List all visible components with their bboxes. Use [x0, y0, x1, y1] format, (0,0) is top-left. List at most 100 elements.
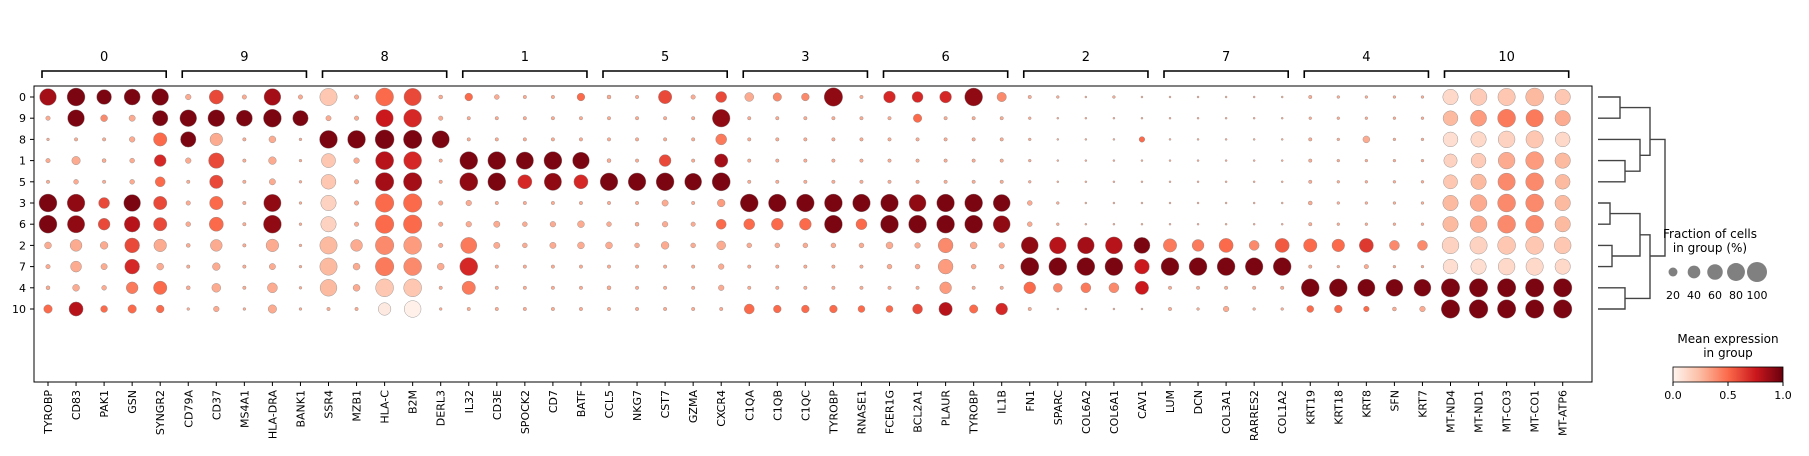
dot-mark — [1498, 152, 1516, 170]
dot-mark — [1497, 215, 1516, 234]
dot-mark — [1163, 238, 1177, 253]
dot-mark — [1336, 137, 1340, 142]
dot-mark — [1252, 285, 1257, 290]
dot-mark — [44, 241, 52, 250]
dot-mark — [375, 214, 395, 234]
dot-mark — [747, 158, 752, 163]
dot-mark — [267, 304, 277, 314]
gene-label: COL3A1 — [1220, 390, 1233, 434]
dot-mark — [1469, 278, 1488, 298]
dot-mark — [46, 179, 50, 184]
dot-mark — [939, 90, 952, 104]
gene-label: TYROBP — [968, 390, 981, 435]
dot-mark — [1470, 173, 1487, 190]
dot-mark — [718, 263, 725, 270]
gene-label: LUM — [1164, 390, 1177, 413]
dot-mark — [824, 215, 843, 234]
dot-mark — [522, 285, 527, 290]
dot-mark — [1056, 180, 1060, 184]
gene-group-bracket — [321, 70, 448, 78]
dot-mark — [915, 158, 920, 163]
dot-mark — [772, 92, 782, 102]
dot-mark — [914, 242, 921, 249]
dot-mark — [269, 178, 276, 186]
gene-label: COL6A1 — [1108, 390, 1121, 434]
dot-mark — [96, 89, 112, 105]
dot-mark — [859, 179, 864, 184]
gene-label: MT-ND1 — [1473, 390, 1486, 433]
dot-mark — [880, 193, 899, 213]
dot-mark — [1027, 307, 1032, 311]
dot-mark — [1442, 216, 1459, 233]
dot-mark — [550, 95, 555, 99]
dot-mark — [1224, 138, 1228, 141]
dot-mark — [1420, 158, 1425, 163]
plot-frame — [33, 85, 1593, 383]
size-legend-dot — [1668, 267, 1678, 277]
dot-mark — [576, 92, 586, 102]
dot-mark — [269, 263, 276, 270]
dot-mark — [691, 116, 696, 121]
dot-mark — [459, 151, 478, 170]
dot-mark — [971, 158, 976, 163]
dot-mark — [1140, 307, 1144, 311]
cluster-label: 4 — [19, 282, 26, 295]
dot-mark — [1554, 236, 1572, 254]
dot-mark — [716, 218, 727, 230]
dot-mark — [1084, 116, 1088, 120]
dot-mark — [690, 221, 696, 227]
dot-mark — [887, 116, 892, 121]
dot-mark — [242, 264, 247, 269]
dot-mark — [740, 193, 759, 213]
dot-mark — [857, 305, 866, 313]
dot-mark — [153, 196, 168, 210]
dot-mark — [1280, 180, 1284, 184]
dot-mark — [438, 285, 443, 290]
dot-mark — [1196, 201, 1200, 205]
dot-mark — [1308, 222, 1313, 227]
gene-label: C1QB — [771, 390, 784, 421]
dot-mark — [577, 241, 585, 250]
dot-mark — [1554, 258, 1571, 275]
dot-mark — [431, 130, 450, 149]
dot-mark — [550, 137, 555, 142]
dot-mark — [1497, 193, 1516, 213]
dot-mark — [186, 179, 191, 184]
dot-mark — [298, 137, 303, 142]
dot-mark — [1498, 258, 1516, 276]
dot-mark — [403, 151, 422, 170]
dot-mark — [1385, 279, 1404, 297]
dot-mark — [711, 172, 731, 192]
dot-mark — [319, 257, 338, 276]
dot-mark — [663, 116, 668, 121]
dot-mark — [1497, 109, 1516, 128]
gene-tick-labels: TYROBP CD83 PAK1 GSN SYNGR2 CD79A CD37 MS4A1 HLA… — [42, 382, 1570, 441]
dot-mark — [801, 304, 810, 314]
dot-mark — [67, 215, 85, 234]
size-legend-dot — [1747, 262, 1767, 282]
dot-mark — [1554, 89, 1571, 105]
dot-mark — [714, 153, 729, 168]
dot-mark — [465, 221, 472, 228]
dot-mark — [352, 262, 361, 271]
dot-mark — [1049, 236, 1067, 254]
dot-mark — [403, 257, 422, 276]
dot-mark — [1441, 236, 1460, 254]
dot-mark — [691, 158, 696, 163]
dot-mark — [549, 242, 557, 249]
dot-mark — [1336, 201, 1340, 205]
dot-mark — [1105, 236, 1123, 255]
dot-mark — [1168, 307, 1172, 311]
dot-mark — [1280, 138, 1284, 141]
dot-mark — [466, 307, 471, 311]
dot-mark — [123, 88, 141, 106]
dot-mark — [803, 285, 808, 290]
dot-mark — [1420, 222, 1425, 226]
dot-mark — [883, 90, 896, 104]
dot-mark — [74, 137, 78, 142]
dot-mark — [242, 222, 247, 227]
dot-mark — [1077, 236, 1095, 254]
dot-mark — [1084, 201, 1088, 205]
dot-mark — [1497, 172, 1516, 191]
